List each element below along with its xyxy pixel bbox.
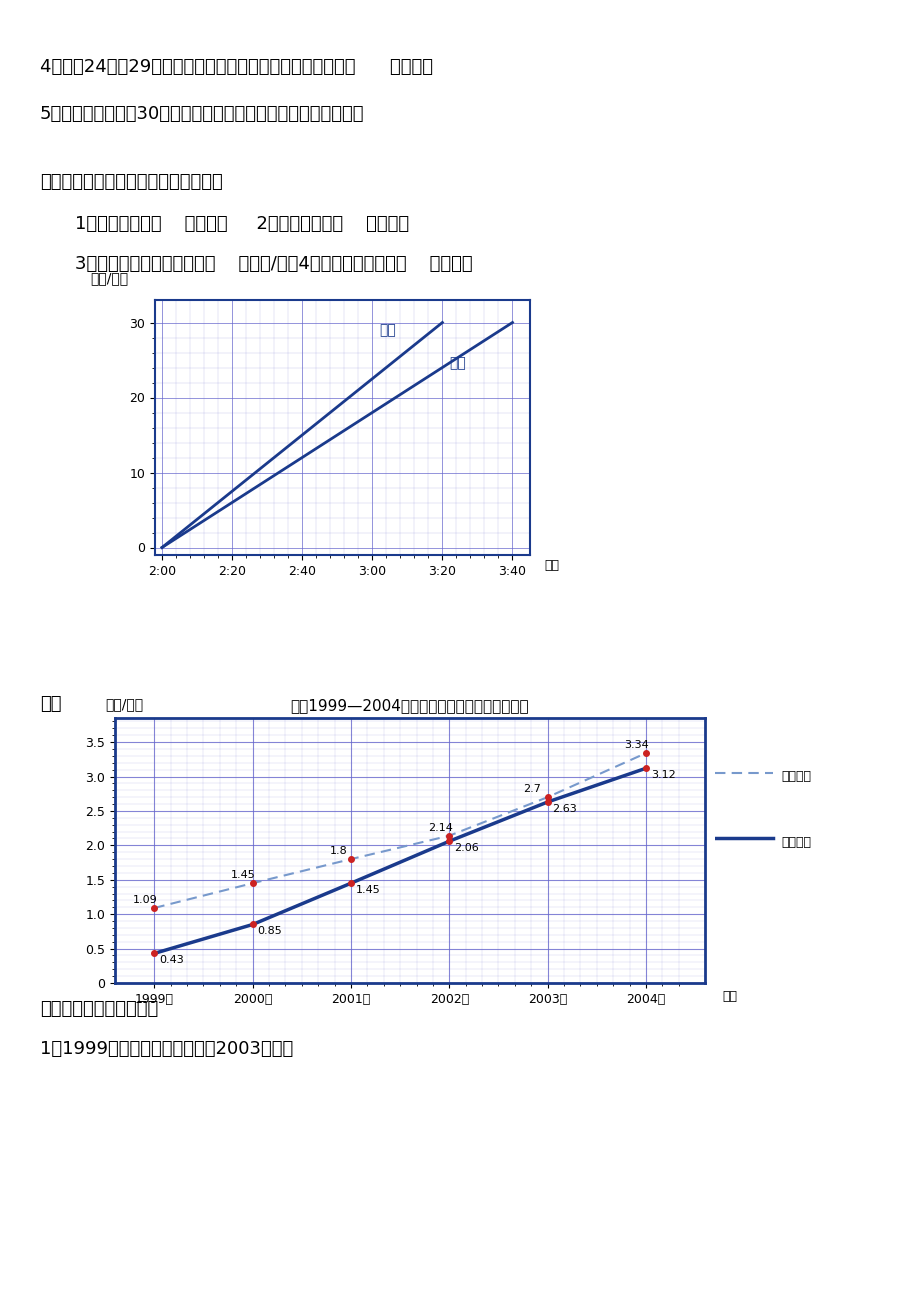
Text: 0.43: 0.43 [159, 956, 184, 965]
Text: 1.8: 1.8 [329, 846, 346, 857]
Text: 2.14: 2.14 [427, 823, 452, 833]
Text: 1、甲车时速是（    ）千米。     2、乙车时速是（    ）千米。: 1、甲车时速是（ ）千米。 2、乙车时速是（ ）千米。 [75, 215, 409, 233]
Text: 2.7: 2.7 [523, 784, 540, 794]
Text: 3.34: 3.34 [624, 741, 649, 750]
Text: 3.12: 3.12 [651, 769, 675, 780]
Text: 根据上图回答下列问题。: 根据上图回答下列问题。 [40, 1000, 158, 1018]
Text: 1.45: 1.45 [356, 885, 380, 894]
Text: 乙车: 乙车 [448, 357, 466, 371]
Text: 5、请你预测一下第30届伦敦奥运会，中国可能获得多少枚金牌？: 5、请你预测一下第30届伦敦奥运会，中国可能获得多少枚金牌？ [40, 105, 364, 122]
Text: 0.85: 0.85 [257, 926, 282, 936]
Text: 2.63: 2.63 [552, 803, 577, 814]
Text: 六、根据甲、乙两车的行程图表填空。: 六、根据甲、乙两车的行程图表填空。 [40, 173, 222, 191]
Title: 我国1999—2004年两种电话用户增长情况统计图: 我国1999—2004年两种电话用户增长情况统计图 [290, 698, 528, 712]
Text: 数量/亿户: 数量/亿户 [105, 697, 143, 711]
Text: 移动电话: 移动电话 [780, 836, 811, 849]
Text: 年份: 年份 [722, 990, 737, 1003]
Text: 时间: 时间 [543, 559, 559, 572]
Text: 甲车: 甲车 [379, 323, 395, 337]
Text: 1.45: 1.45 [231, 870, 255, 880]
Text: 4、从第24届～29届奥运会，中国获得的奥运金牌数整体呈（      ）趋势。: 4、从第24届～29届奥运会，中国获得的奥运金牌数整体呈（ ）趋势。 [40, 59, 433, 76]
Text: 3、甲、乙两车时速之差是（    ）千米/时。4、半小时两车相距（    ）千米。: 3、甲、乙两车时速之差是（ ）千米/时。4、半小时两车相距（ ）千米。 [75, 255, 472, 273]
Text: 距离/千米: 距离/千米 [90, 271, 129, 285]
Text: 2.06: 2.06 [454, 842, 479, 853]
Text: 七、: 七、 [40, 695, 62, 713]
Text: 1.09: 1.09 [132, 896, 157, 905]
Text: 固定电话: 固定电话 [780, 771, 811, 784]
Text: 1、1999年哪种电话的用户多？2003年呢？: 1、1999年哪种电话的用户多？2003年呢？ [40, 1040, 293, 1059]
